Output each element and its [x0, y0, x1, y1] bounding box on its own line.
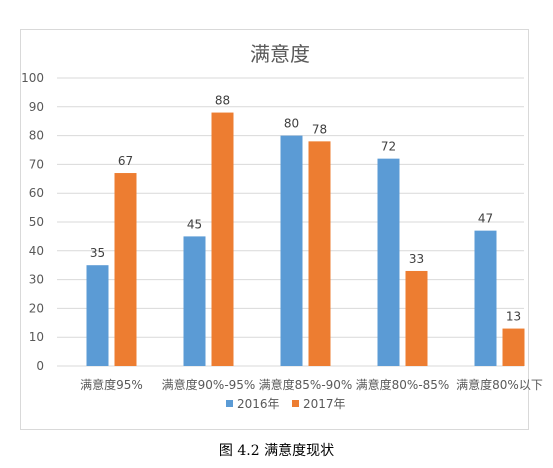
legend-swatch	[292, 400, 299, 407]
y-tick-label: 80	[29, 129, 44, 143]
data-label: 80	[284, 117, 299, 131]
data-label: 67	[118, 154, 133, 168]
chart-title: 满意度	[250, 42, 310, 66]
data-label: 33	[409, 252, 424, 266]
bar-series2	[405, 270, 428, 366]
legend-swatch	[226, 400, 233, 407]
legend-label: 2017年	[303, 397, 346, 411]
x-category-label: 满意度80%-85%	[356, 377, 450, 392]
data-label: 13	[506, 310, 521, 324]
x-axis-categories: 满意度95% 满意度90%-95% 满意度85%-90% 满意度80%-85% 满意度8…	[80, 377, 543, 392]
data-label: 47	[478, 212, 493, 226]
y-tick-label: 0	[36, 359, 44, 373]
x-category-label: 满意度80%以下	[456, 377, 543, 392]
bars	[86, 112, 525, 366]
y-tick-label: 100	[21, 71, 44, 85]
bar-series1	[280, 135, 303, 366]
legend-label: 2016年	[237, 397, 280, 411]
bar-series1	[183, 236, 206, 366]
y-tick-label: 50	[29, 215, 44, 229]
x-category-label: 满意度95%	[80, 377, 143, 392]
bar-series1	[86, 265, 109, 366]
x-category-label: 满意度90%-95%	[162, 377, 256, 392]
y-tick-label: 90	[29, 100, 44, 114]
bar-series2	[114, 173, 137, 366]
data-label: 72	[381, 140, 396, 154]
data-labels: 35 67 45 88 80 78 72 33 47 13	[90, 94, 521, 324]
data-label: 35	[90, 246, 105, 260]
bar-series1	[474, 230, 497, 366]
bar-series2	[308, 141, 331, 366]
y-tick-label: 70	[29, 157, 44, 171]
y-tick-label: 10	[29, 330, 44, 344]
legend: 2016年 2017年	[226, 397, 346, 411]
y-axis-ticks: 0 10 20 30 40 50 60 70 80 90 100	[21, 71, 44, 373]
bar-series2	[211, 112, 234, 366]
bar-series2	[502, 328, 525, 366]
y-tick-label: 60	[29, 186, 44, 200]
data-label: 45	[187, 217, 202, 231]
bar-series1	[377, 158, 400, 366]
y-tick-label: 30	[29, 273, 44, 287]
y-tick-label: 20	[29, 301, 44, 315]
y-tick-label: 40	[29, 244, 44, 258]
data-label: 88	[215, 94, 230, 108]
figure-caption: 图 4.2 满意度现状	[218, 443, 335, 459]
data-label: 78	[312, 122, 327, 136]
x-category-label: 满意度85%-90%	[259, 377, 353, 392]
